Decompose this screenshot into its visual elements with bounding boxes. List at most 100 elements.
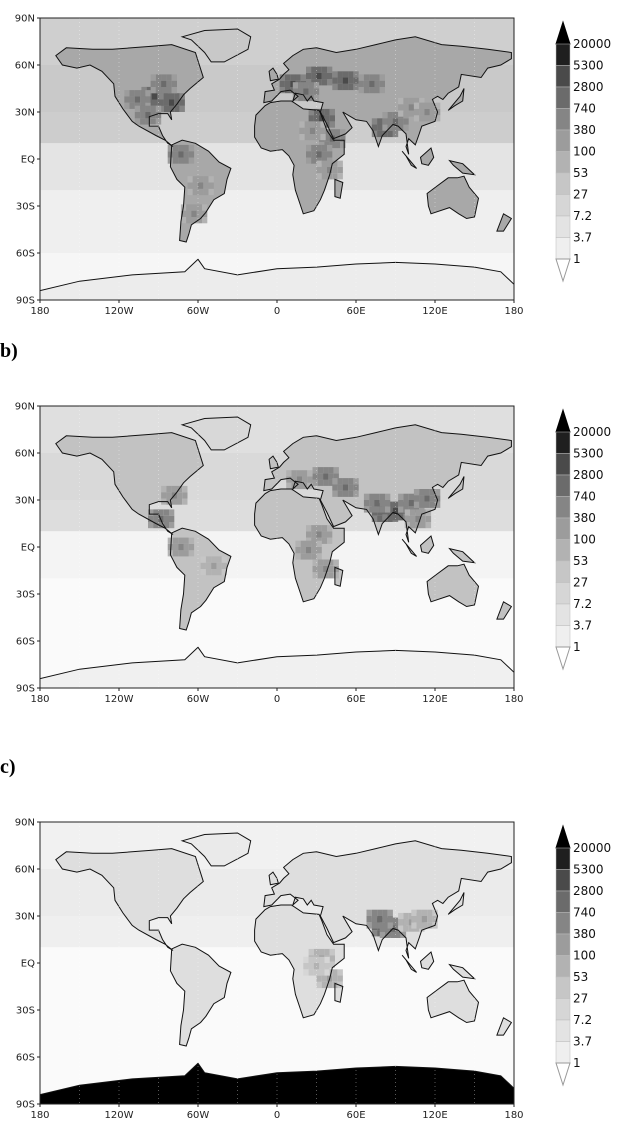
hotspot-cell: [296, 476, 303, 483]
hotspot-cell: [324, 963, 330, 970]
hotspot-cell: [205, 556, 212, 563]
hotspot-cell: [169, 99, 175, 106]
hotspot-cell: [313, 948, 320, 956]
hotspot-cell: [371, 124, 378, 131]
hotspot-cell: [379, 74, 385, 81]
hotspot-cell: [316, 173, 322, 180]
hotspot-cell: [166, 485, 172, 493]
hotspot-cell: [377, 118, 383, 125]
hotspot-cell: [416, 909, 422, 916]
hotspot-cell: [163, 99, 170, 106]
hotspot-cell: [366, 909, 372, 916]
lon-label: 180: [504, 1110, 523, 1121]
hotspot-cell: [408, 110, 414, 117]
coastline-new-guinea: [448, 963, 476, 980]
hotspot-cell: [327, 79, 333, 86]
hotspot-cell: [332, 490, 338, 497]
colorbar-label: 7.2: [573, 209, 592, 223]
colorbar-segment: [555, 65, 571, 88]
hotspot-cell: [332, 478, 338, 485]
hotspot-cell: [150, 80, 156, 87]
hotspot-cell: [321, 66, 328, 73]
land-eurasia: [263, 36, 512, 155]
coastline-south-america: [169, 943, 232, 1047]
hotspot-cell: [304, 127, 310, 134]
hotspot-cell: [284, 74, 291, 81]
coastline-uk: [268, 455, 279, 470]
hotspot-cell: [158, 515, 164, 522]
hotspot-cell: [328, 473, 334, 480]
lat-label: 30N: [15, 912, 35, 923]
colorbar-segment: [555, 215, 571, 238]
hotspot-cell: [300, 540, 306, 547]
hotspot-cell: [321, 79, 328, 86]
colorbar-segment: [555, 151, 571, 174]
hotspot-cell: [319, 108, 325, 116]
hotspot-cell: [411, 909, 417, 916]
hotspot-cell: [196, 210, 202, 217]
hotspot-cell: [392, 118, 399, 125]
hotspot-cell: [186, 210, 192, 217]
hotspot-cell: [408, 104, 414, 111]
hotspot-cell: [191, 217, 197, 224]
coastline-antarctica: [40, 646, 514, 688]
hotspot-cell: [180, 210, 187, 217]
hotspot-cell: [413, 108, 420, 116]
lon-label: 120W: [105, 694, 134, 705]
hotspot-cell: [385, 931, 391, 938]
hotspot-cell: [323, 467, 329, 474]
colorbar-label: 3.7: [573, 1035, 592, 1049]
lon-label: 120W: [105, 1110, 134, 1121]
hotspot-cell: [363, 80, 370, 87]
hotspot-cell: [134, 112, 141, 119]
hotspot-cell: [311, 547, 317, 554]
hotspot-cell: [392, 130, 399, 138]
hotspot-cell: [183, 144, 189, 152]
hotspot-cell: [176, 498, 183, 505]
hotspot-cell: [408, 493, 414, 500]
hotspot-cell: [155, 105, 162, 112]
hotspot-cell: [369, 500, 375, 507]
hotspot-cell: [311, 72, 317, 80]
hotspot-cell: [302, 470, 308, 477]
hotspot-cell: [303, 88, 309, 95]
land-greenland: [182, 833, 251, 866]
hotspot-cell: [308, 115, 314, 122]
hotspot-cell: [332, 969, 338, 976]
hotspot-cell: [382, 118, 388, 125]
hotspot-cell: [316, 531, 322, 538]
hotspot-cell: [427, 909, 433, 916]
hotspot-cell: [392, 112, 399, 119]
hotspot-cell: [203, 188, 209, 196]
hotspot-cell: [316, 72, 322, 80]
hotspot-cell: [337, 969, 343, 976]
hotspot-cell: [348, 83, 354, 91]
hotspot-cell: [317, 473, 324, 480]
hotspot-cell: [216, 562, 222, 569]
hotspot-cell: [316, 151, 322, 158]
hotspot-cell: [313, 956, 320, 963]
hotspot-cell: [191, 210, 197, 217]
hotspot-cell: [342, 484, 349, 491]
hotspot-cell: [371, 909, 378, 916]
hotspot-cell: [374, 80, 380, 87]
colorbar-label: 5300: [573, 863, 604, 877]
hotspot-cell: [424, 108, 430, 116]
hotspot-cell: [303, 94, 309, 102]
land-borneo: [420, 148, 434, 166]
hotspot-cell: [311, 540, 317, 547]
hotspot-cell: [392, 501, 399, 508]
hotspot-cell: [129, 102, 135, 109]
hotspot-cell: [413, 501, 420, 508]
hotspot-cell: [316, 166, 322, 174]
hotspot-cell: [319, 115, 325, 122]
hotspot-cell: [332, 484, 338, 491]
lon-label: 60E: [346, 694, 365, 705]
colorbar-bottom-arrow: [555, 1062, 571, 1087]
hotspot-cell: [161, 80, 167, 87]
hotspot-cell: [432, 916, 438, 923]
land-australia: [427, 564, 479, 607]
colorbar-segment: [555, 1041, 571, 1064]
hotspot-cell: [404, 521, 410, 529]
